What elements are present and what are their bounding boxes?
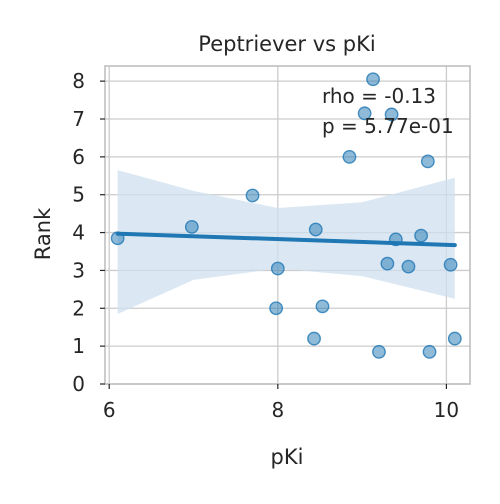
y-tick-label: 8: [72, 69, 85, 93]
confidence-band-layer: [117, 170, 455, 314]
data-point: [414, 228, 429, 243]
data-point: [420, 154, 435, 169]
x-tick-label: 10: [434, 398, 459, 422]
y-tick-label: 0: [72, 372, 85, 396]
y-tick-label: 2: [72, 296, 85, 320]
x-tick-label: 6: [103, 398, 116, 422]
tick-labels: 6 8 10 0 1 2 3 4 5 6 7 8: [72, 69, 459, 422]
annotation-rho: rho = -0.13: [322, 84, 436, 108]
data-point: [401, 259, 416, 274]
data-point: [366, 72, 380, 87]
y-axis-label: Rank: [31, 207, 55, 260]
y-tick-label: 1: [72, 334, 85, 358]
x-axis-label: pKi: [271, 445, 304, 469]
y-tick-label: 3: [72, 258, 85, 282]
plot-frame: [104, 65, 471, 385]
data-point: [270, 261, 285, 276]
data-point: [307, 331, 321, 346]
data-point: [384, 107, 399, 122]
data-point: [245, 188, 260, 203]
data-point: [372, 344, 386, 359]
data-point: [308, 222, 323, 237]
annotation-p-value: p = 5.77e-01: [322, 114, 454, 138]
data-point: [357, 106, 372, 121]
data-point: [315, 299, 330, 314]
x-tick-label: 8: [271, 398, 284, 422]
data-point: [388, 232, 403, 247]
points-layer: [110, 72, 462, 359]
y-tick-label: 4: [72, 221, 85, 245]
data-point: [422, 344, 437, 359]
chart-title: Peptriever vs pKi: [198, 32, 375, 56]
data-point: [269, 301, 284, 316]
confidence-band: [117, 170, 455, 314]
data-point: [380, 256, 395, 271]
data-point: [443, 257, 458, 272]
y-tick-label: 6: [72, 145, 85, 169]
data-point: [110, 231, 125, 246]
y-tick-label: 5: [72, 183, 85, 207]
data-point: [184, 219, 199, 234]
y-tick-label: 7: [72, 107, 85, 131]
data-point: [447, 331, 462, 346]
axes-frame: [104, 65, 471, 385]
data-point: [342, 149, 357, 164]
